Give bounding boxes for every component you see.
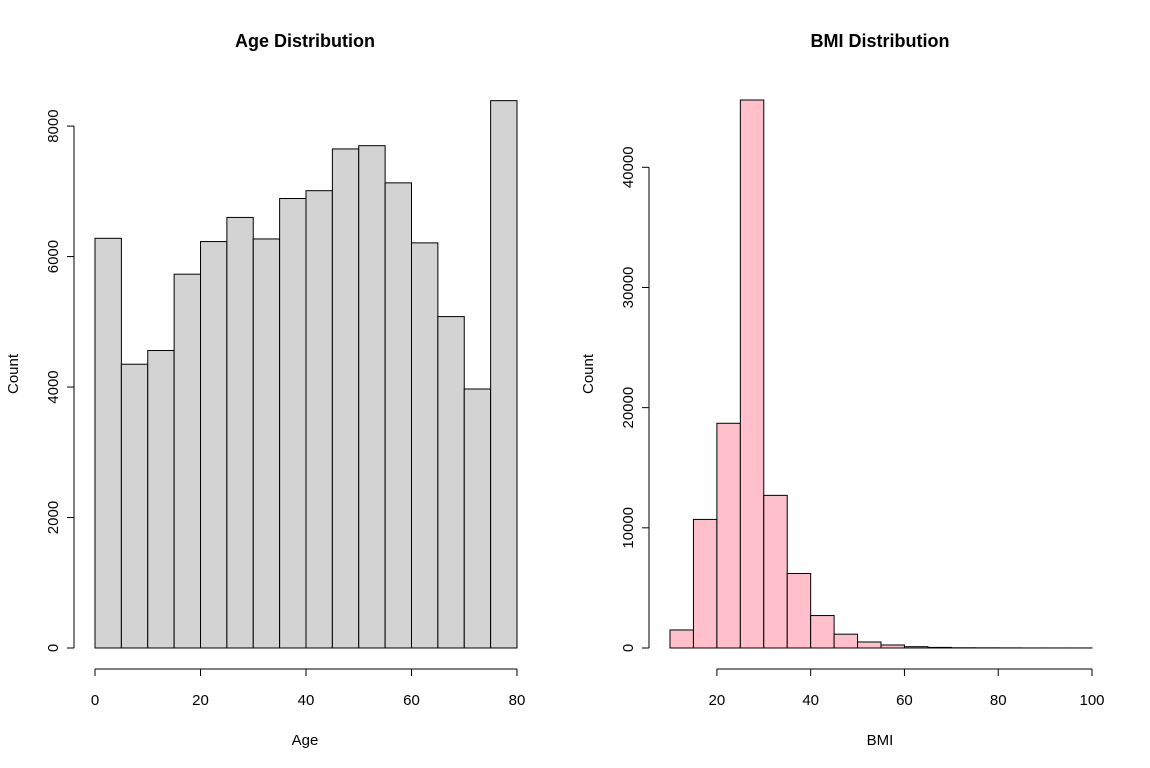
bmi-y-tick-label: 0 — [620, 644, 637, 652]
age-bars — [94, 100, 518, 649]
age-bar — [94, 237, 122, 649]
bmi-x-tick-label: 40 — [802, 692, 819, 709]
bmi-bar — [857, 641, 882, 649]
age-bar — [384, 182, 412, 649]
age-bar — [120, 363, 149, 649]
age-bar — [358, 145, 386, 649]
bmi-y-tick-label: 40000 — [620, 146, 637, 188]
age-bar — [305, 190, 333, 649]
age-chart-title: Age Distribution — [235, 31, 375, 51]
bmi-histogram-panel: BMI Distribution 20 40 60 80 100 0 10000 20000… — [580, 31, 1105, 749]
bmi-bar — [927, 646, 952, 649]
age-y-axis: 0 2000 4000 6000 8000 — [45, 109, 75, 652]
age-y-tick-label: 0 — [45, 644, 62, 652]
bmi-x-tick-label: 60 — [896, 692, 913, 709]
bmi-bar — [692, 518, 718, 649]
bmi-bar — [833, 633, 859, 649]
age-x-axis: 0 20 40 60 80 — [91, 668, 526, 709]
age-y-tick-label: 8000 — [45, 109, 62, 142]
age-x-tick-label: 80 — [509, 692, 526, 709]
age-bar — [279, 198, 307, 649]
age-bar — [200, 241, 228, 649]
age-bar — [411, 242, 439, 649]
bmi-y-tick-label: 20000 — [620, 387, 637, 429]
bmi-bar — [763, 494, 788, 649]
bmi-bar — [810, 615, 835, 649]
age-bar — [252, 238, 281, 649]
bmi-y-axis-label: Count — [580, 353, 597, 394]
age-bar — [490, 100, 518, 649]
bmi-x-axis: 20 40 60 80 100 — [709, 668, 1105, 709]
bmi-bar — [880, 644, 905, 649]
age-bar — [173, 273, 201, 649]
age-bar — [147, 350, 175, 649]
bmi-bars — [669, 99, 1093, 649]
age-bar — [463, 388, 492, 649]
bmi-chart-title: BMI Distribution — [811, 31, 950, 51]
bmi-bar — [716, 422, 741, 649]
bmi-bar — [786, 572, 812, 649]
bmi-bar — [739, 99, 765, 649]
age-y-axis-label: Count — [5, 353, 22, 394]
bmi-x-tick-label: 100 — [1079, 692, 1104, 709]
bmi-bar — [669, 629, 694, 649]
age-histogram-panel: Age Distribution 0 20 40 60 80 0 2000 4000 6000… — [5, 31, 525, 749]
age-y-tick-label: 2000 — [45, 501, 62, 534]
bmi-x-tick-label: 20 — [709, 692, 726, 709]
bmi-x-tick-label: 80 — [990, 692, 1007, 709]
age-x-tick-label: 40 — [298, 692, 315, 709]
bmi-y-axis: 0 10000 20000 30000 40000 — [620, 146, 650, 652]
bmi-bar — [903, 646, 929, 649]
bmi-x-axis-label: BMI — [867, 732, 894, 749]
bmi-y-tick-label: 10000 — [620, 507, 637, 549]
age-y-tick-label: 6000 — [45, 240, 62, 273]
age-x-tick-label: 60 — [403, 692, 420, 709]
age-bar — [226, 216, 254, 649]
age-y-tick-label: 4000 — [45, 370, 62, 403]
age-bar — [437, 316, 465, 649]
age-x-tick-label: 20 — [192, 692, 209, 709]
bmi-y-tick-label: 30000 — [620, 267, 637, 309]
age-bar — [331, 148, 360, 649]
age-x-tick-label: 0 — [91, 692, 99, 709]
age-x-axis-label: Age — [292, 732, 319, 749]
